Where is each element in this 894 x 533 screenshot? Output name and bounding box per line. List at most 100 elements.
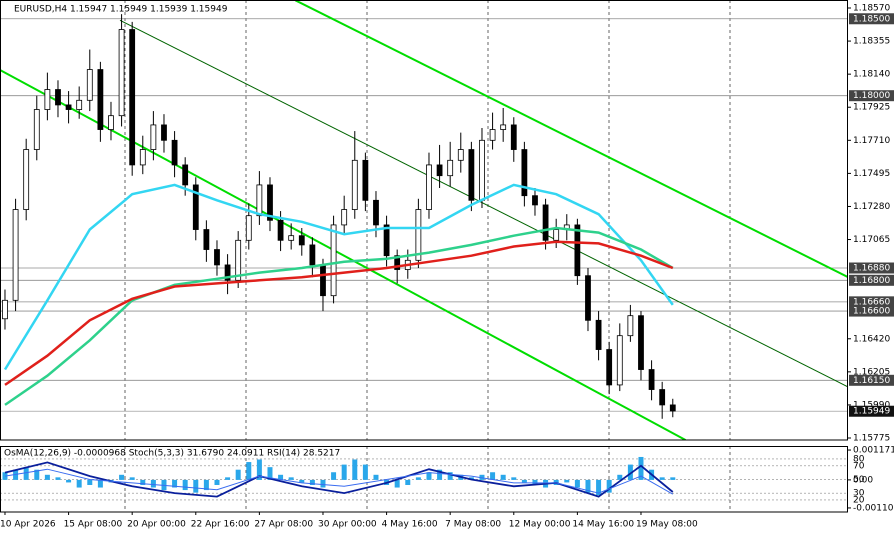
- osma-bar: [405, 479, 411, 485]
- osma-bar: [97, 479, 103, 488]
- osma-bar: [214, 479, 220, 485]
- candle-body: [182, 164, 189, 186]
- osma-bar: [44, 474, 50, 480]
- chart-title: EURUSD,H4 1.15947 1.15949 1.15939 1.1594…: [14, 5, 228, 15]
- osma-bar: [490, 472, 496, 480]
- level-label: 1.16660: [853, 297, 890, 307]
- level-label: 1.16150: [853, 376, 890, 386]
- y2-tick-label: 0.0011716: [853, 446, 894, 456]
- candle-body: [510, 124, 517, 150]
- level-label: 1.16600: [853, 307, 890, 317]
- y-tick-label: 1.18570: [853, 4, 890, 14]
- candle-body: [489, 129, 496, 141]
- candle-body: [330, 224, 337, 297]
- candle-body: [521, 149, 528, 197]
- candle-body: [341, 209, 348, 226]
- y-tick-label: 1.17280: [853, 202, 890, 212]
- candle-body: [139, 149, 146, 166]
- candle-body: [245, 215, 252, 241]
- osma-bar: [447, 472, 453, 480]
- osma-bar: [150, 479, 156, 488]
- candle-body: [447, 159, 454, 177]
- osma-bar: [596, 479, 602, 496]
- osma-bar: [659, 477, 665, 480]
- osma-bar: [362, 464, 368, 480]
- osma-bar: [288, 477, 294, 480]
- osma-bar: [299, 479, 305, 483]
- candle-body: [669, 404, 676, 412]
- level-label: 1.18500: [853, 14, 890, 24]
- oscillator-line: [4, 461, 674, 498]
- candle-body: [426, 164, 432, 210]
- y-tick-label: 1.17925: [853, 103, 890, 113]
- candle-body: [108, 115, 114, 130]
- osma-bar: [320, 479, 326, 488]
- candle-body: [468, 149, 475, 201]
- candle-body: [288, 235, 295, 241]
- candle-body: [129, 29, 136, 166]
- osma-bar: [500, 474, 506, 480]
- candle-body: [224, 264, 231, 281]
- y-tick-label: 1.17495: [853, 169, 890, 179]
- x-tick-label: 12 May 00:00: [509, 520, 571, 530]
- current-price-box: [849, 405, 894, 417]
- osma-bar: [140, 479, 146, 485]
- osma-bar: [225, 477, 231, 480]
- osma-bar: [574, 479, 580, 488]
- sub-plot: [0, 446, 848, 512]
- level-label-box: [849, 262, 894, 274]
- osma-bar: [55, 477, 61, 480]
- candle-body: [585, 275, 591, 321]
- x-tick-label: 10 Apr 2026: [0, 520, 56, 530]
- candle-body: [320, 264, 326, 297]
- x-tick-label: 27 Apr 08:00: [254, 520, 313, 530]
- main-frame: [0, 0, 848, 441]
- candle-body: [659, 389, 666, 406]
- candle-body: [595, 319, 602, 350]
- osma-bar: [119, 474, 125, 480]
- candle-body: [76, 99, 83, 110]
- candle-body: [394, 255, 401, 270]
- y-tick-label: 1.18355: [853, 37, 890, 47]
- osma-bar: [267, 467, 273, 480]
- osma-bar: [373, 474, 379, 480]
- candle-body: [214, 249, 220, 266]
- moving-average: [3, 183, 674, 371]
- osma-bar: [34, 469, 40, 480]
- level-label-box: [849, 374, 894, 386]
- sub-frame: [0, 446, 848, 513]
- osma-bar: [129, 477, 135, 480]
- level-label-box: [849, 274, 894, 286]
- osma-bar: [670, 477, 676, 480]
- candle-body: [55, 89, 61, 106]
- candle-body: [118, 29, 125, 117]
- candle-body: [203, 229, 210, 250]
- candle-body: [161, 124, 167, 141]
- candle-body: [267, 184, 273, 221]
- level-label: 1.16800: [853, 276, 890, 286]
- candle-body: [86, 69, 93, 101]
- candle-body: [12, 209, 19, 301]
- osma-bar: [331, 472, 337, 480]
- osma-bar: [203, 479, 209, 491]
- osma-bar: [2, 472, 8, 480]
- osma-bar: [256, 459, 262, 480]
- osma-bar: [246, 462, 252, 480]
- trendline: [294, 0, 848, 279]
- oscillator-line: [4, 468, 674, 495]
- osma-bar: [352, 459, 358, 480]
- candle-body: [298, 235, 305, 246]
- candle-body: [436, 164, 443, 177]
- osma-bar: [182, 479, 188, 491]
- y2-tick-label: -0.001101: [853, 503, 894, 513]
- y-tick-label: 1.15775: [853, 434, 890, 444]
- osma-bar: [172, 479, 178, 488]
- osma-bar: [394, 479, 400, 488]
- osma-bar: [87, 479, 93, 485]
- osma-bar: [193, 479, 199, 493]
- candle-body: [627, 315, 634, 337]
- y-tick-label: 1.16205: [853, 367, 890, 377]
- candle-body: [235, 239, 242, 281]
